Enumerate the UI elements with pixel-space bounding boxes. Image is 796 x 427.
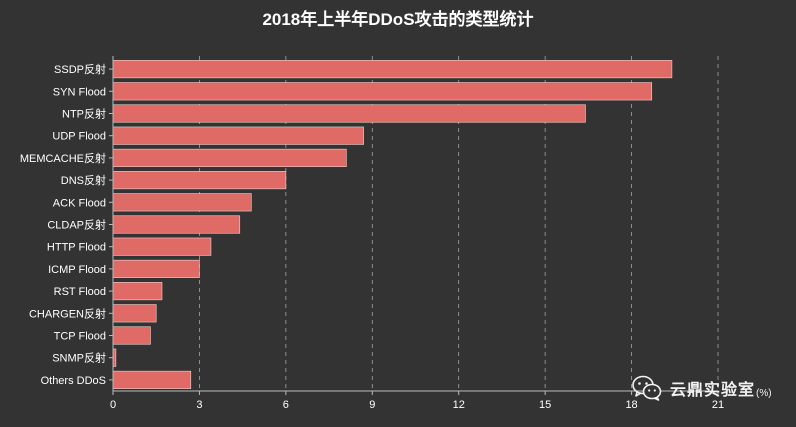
- x-tick-label: 9: [369, 399, 375, 411]
- bar: [112, 104, 586, 123]
- x-tick-label: 12: [453, 399, 465, 411]
- bar: [112, 215, 241, 234]
- y-tick-label: HTTP Flood: [47, 242, 106, 254]
- y-tick-label: SSDP反射: [54, 62, 106, 76]
- bar: [112, 304, 157, 323]
- y-tick-label: TCP Flood: [54, 331, 106, 343]
- y-tick-label: CLDAP反射: [47, 218, 106, 232]
- watermark-text: 云鼎实验室: [670, 382, 756, 399]
- bar: [112, 126, 364, 145]
- y-tick-label: CHARGEN反射: [29, 306, 106, 320]
- y-tick-label: RST Flood: [54, 286, 106, 298]
- bar: [112, 326, 151, 345]
- bar: [112, 370, 192, 389]
- y-tick-label: DNS反射: [61, 173, 106, 187]
- y-tick-label: MEMCACHE反射: [20, 151, 106, 165]
- y-tick-label: Others DDoS: [41, 375, 106, 387]
- y-tick-label: ACK Flood: [53, 197, 106, 209]
- bar: [112, 259, 200, 278]
- y-tick-label: SYN Flood: [53, 86, 106, 98]
- bar: [112, 148, 347, 167]
- bar: [112, 237, 212, 256]
- y-tick-label: NTP反射: [62, 107, 106, 121]
- bar: [112, 82, 653, 101]
- y-tick-label: UDP Flood: [52, 131, 106, 143]
- bar: [112, 282, 163, 301]
- y-tick-label: SNMP反射: [52, 351, 106, 365]
- chart-title: 2018年上半年DDoS攻击的类型统计: [262, 10, 534, 29]
- x-tick-label: 6: [283, 399, 289, 411]
- x-tick-label: 18: [625, 399, 637, 411]
- x-tick-label: 3: [196, 399, 202, 411]
- x-tick-label: 0: [110, 399, 116, 411]
- x-tick-label: 21: [712, 399, 724, 411]
- watermark: 云鼎实验室 (%): [632, 373, 772, 403]
- unit-label: (%): [756, 387, 772, 399]
- bar: [112, 60, 673, 79]
- bar: [112, 171, 287, 190]
- y-tick-label: ICMP Flood: [48, 264, 106, 276]
- bar: [112, 193, 252, 212]
- wechat-icon: [632, 375, 662, 401]
- x-tick-label: 15: [539, 399, 551, 411]
